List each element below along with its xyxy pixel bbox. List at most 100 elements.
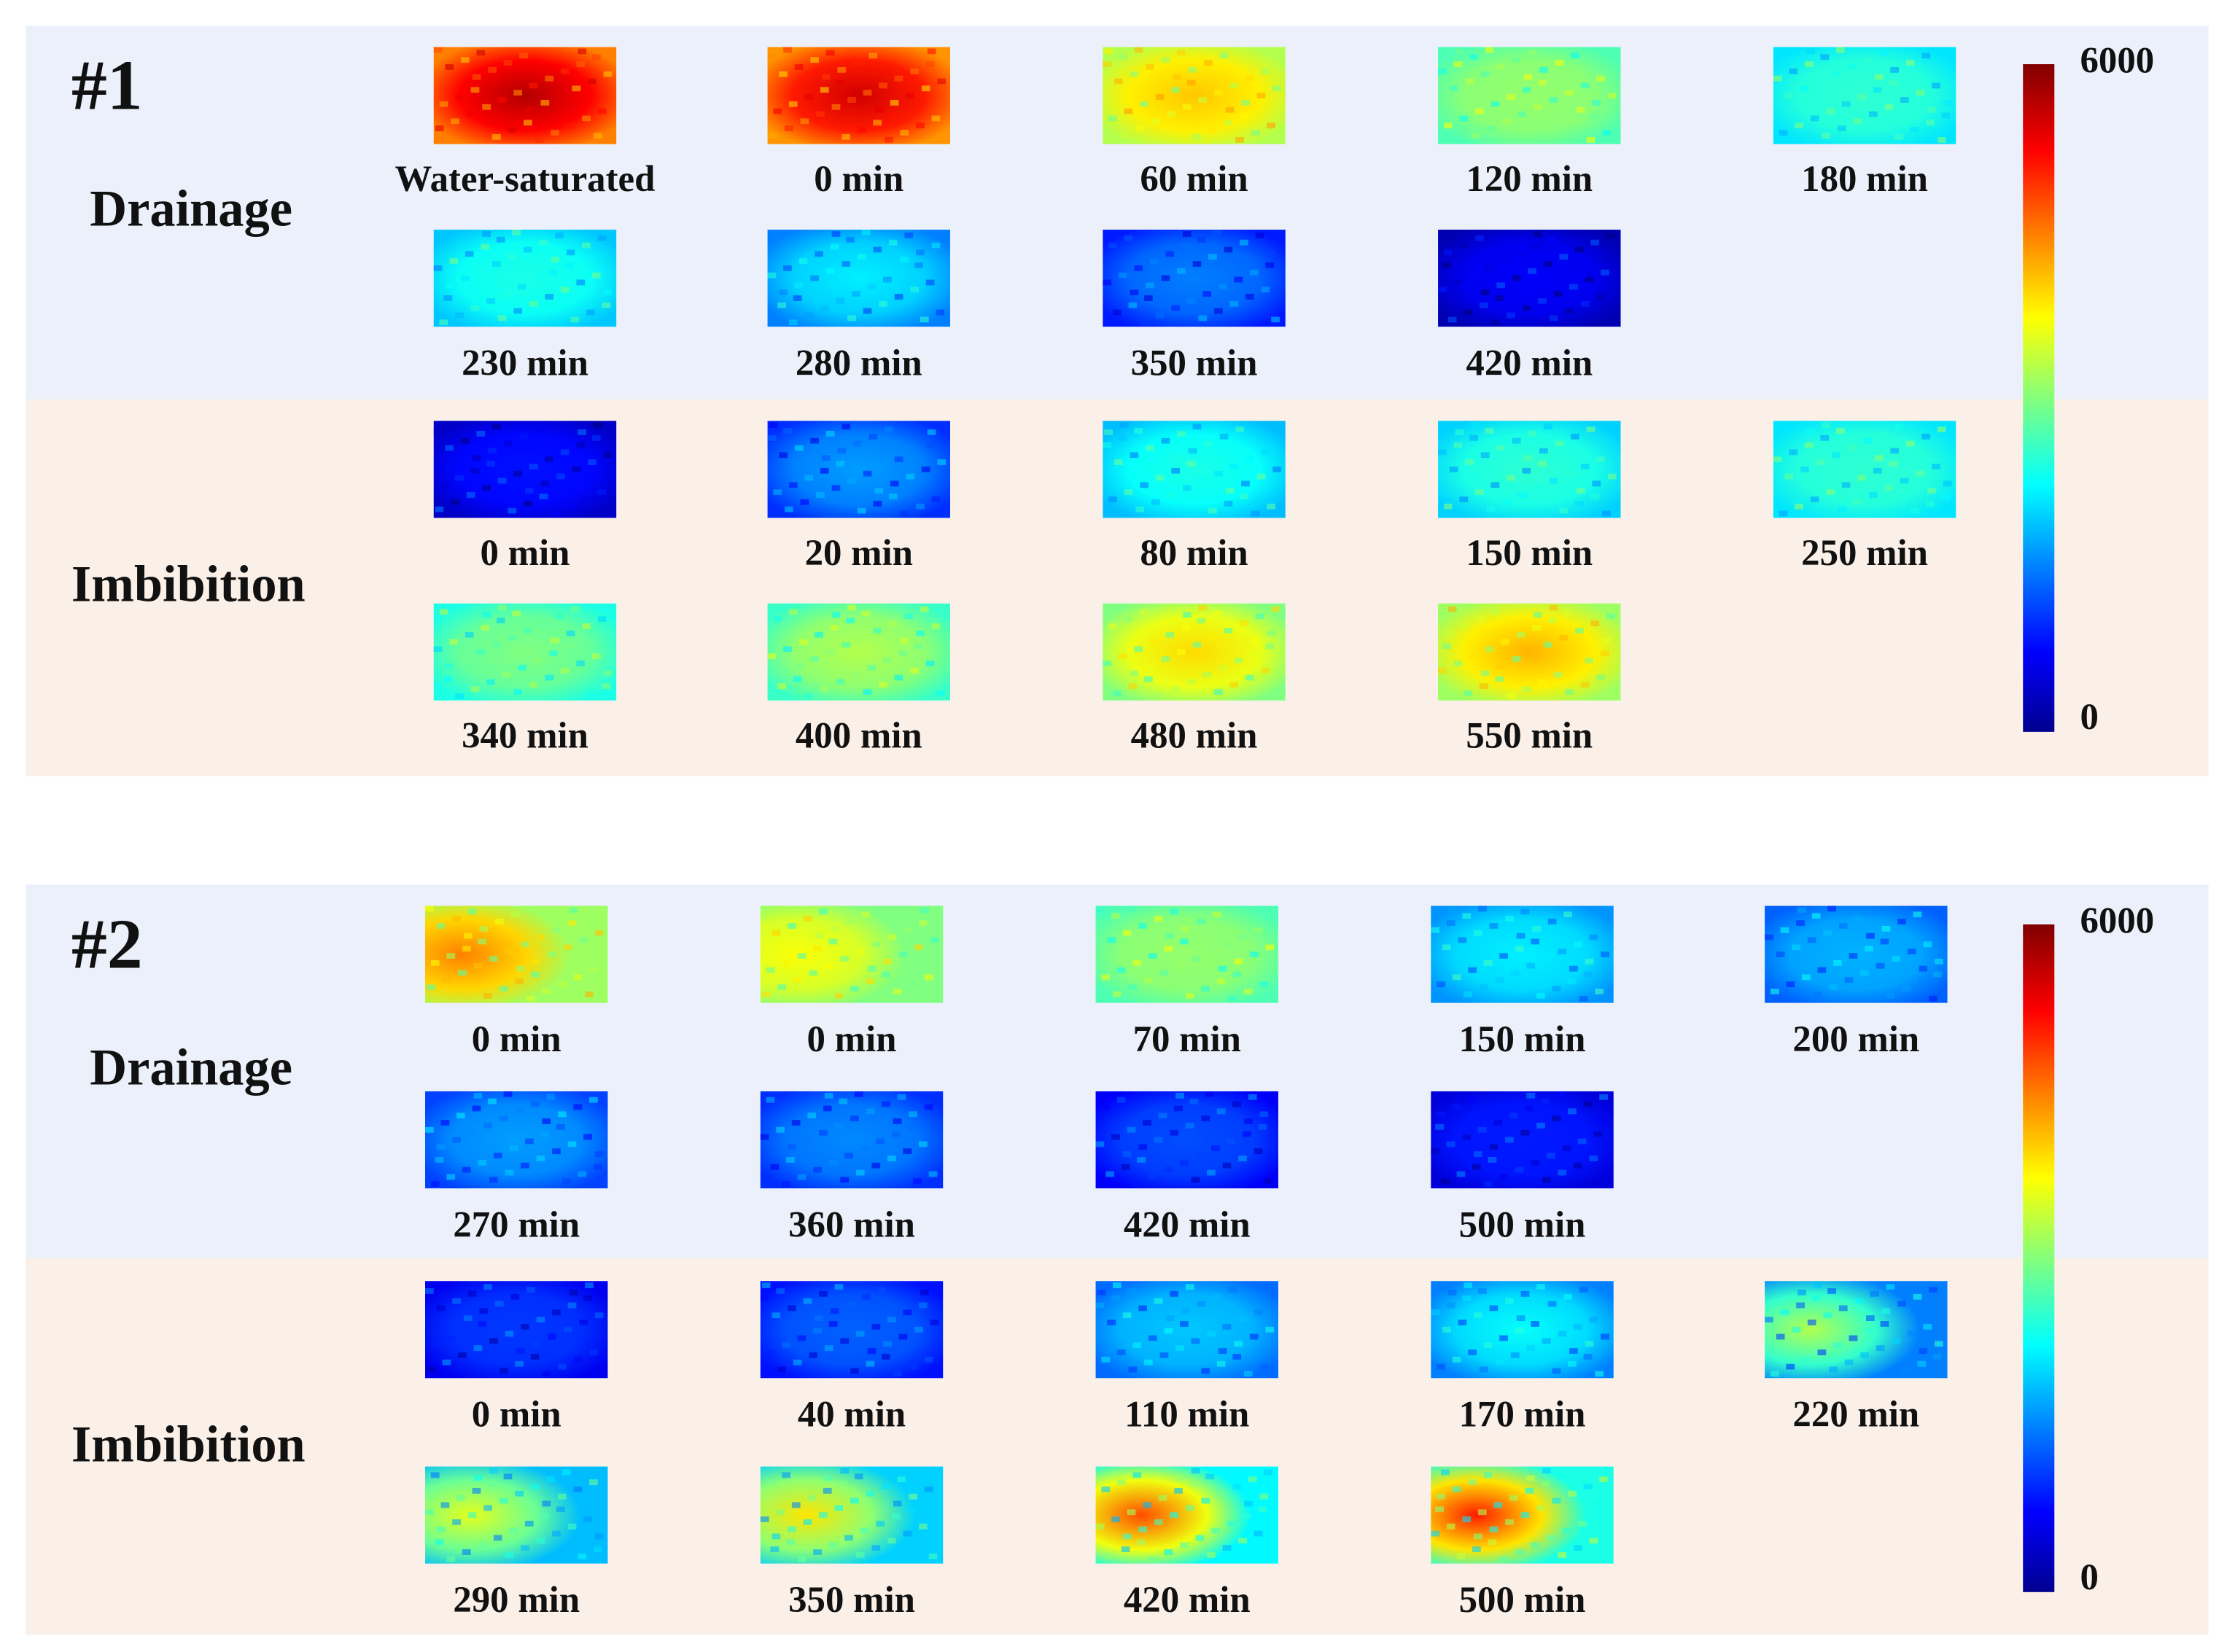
- image-texture: [545, 294, 554, 300]
- image-texture: [810, 275, 819, 281]
- image-texture: [882, 1354, 890, 1360]
- image-texture: [1134, 47, 1143, 53]
- image-texture: [1810, 496, 1819, 502]
- image-texture: [1606, 613, 1615, 620]
- image-texture: [430, 1342, 440, 1349]
- image-texture: [1789, 449, 1798, 456]
- image-texture: [1212, 911, 1221, 918]
- image-texture: [831, 612, 841, 618]
- image-texture: [813, 946, 822, 952]
- image-texture: [439, 609, 448, 615]
- image-caption: 0 min: [481, 533, 570, 574]
- image-texture: [824, 1475, 833, 1481]
- image-texture: [1807, 937, 1816, 943]
- image-texture: [1148, 1174, 1157, 1180]
- image-texture: [828, 938, 838, 945]
- image-texture: [589, 1479, 598, 1486]
- image-texture: [1517, 111, 1527, 117]
- image-texture: [1431, 1309, 1440, 1316]
- image-texture: [1489, 1305, 1499, 1312]
- image-texture: [1499, 1556, 1508, 1562]
- image-texture: [594, 1151, 604, 1157]
- image-texture: [1800, 466, 1809, 472]
- image-texture: [1134, 428, 1143, 434]
- image-texture: [1506, 94, 1515, 100]
- image-texture: [1222, 941, 1232, 948]
- image-texture: [782, 1181, 790, 1188]
- image-texture: [1506, 312, 1515, 319]
- image-texture: [557, 1363, 567, 1370]
- image-texture: [1144, 1359, 1153, 1365]
- image-texture: [460, 656, 470, 662]
- image-texture: [1491, 609, 1500, 615]
- image-texture: [1921, 52, 1931, 59]
- image-texture: [1438, 68, 1447, 74]
- image-texture: [773, 489, 782, 496]
- image-texture: [1225, 106, 1235, 113]
- image-texture: [1886, 1284, 1895, 1290]
- image-texture: [1532, 925, 1541, 932]
- image-texture: [443, 676, 453, 682]
- image-texture: [1181, 925, 1190, 932]
- image-texture: [909, 1493, 917, 1500]
- image-texture: [1165, 251, 1175, 257]
- image-texture: [877, 1287, 886, 1293]
- image-texture: [906, 473, 915, 480]
- image-texture: [850, 1115, 859, 1122]
- image-texture: [1571, 52, 1579, 59]
- image-texture: [1148, 953, 1157, 959]
- image-texture: [1442, 944, 1451, 951]
- image-texture: [502, 671, 511, 678]
- image-texture: [1255, 232, 1264, 238]
- image-texture: [491, 133, 501, 140]
- image-caption: 350 min: [788, 1580, 915, 1621]
- image-texture: [1468, 1349, 1477, 1355]
- image-texture: [914, 944, 923, 951]
- image-texture: [1531, 1542, 1539, 1548]
- image-texture: [503, 440, 513, 447]
- image-texture: [1512, 656, 1521, 662]
- image-texture: [1212, 230, 1221, 235]
- image-texture: [1534, 231, 1542, 237]
- image-texture: [570, 316, 580, 323]
- image-texture: [1577, 1138, 1587, 1145]
- image-texture: [1431, 1148, 1440, 1155]
- image-texture: [1599, 1476, 1608, 1483]
- image-texture: [473, 1345, 483, 1352]
- image-texture: [1854, 1298, 1864, 1304]
- image-texture: [1441, 1469, 1450, 1476]
- image-texture: [1526, 1092, 1536, 1099]
- image-texture: [803, 1298, 812, 1304]
- image-texture: [508, 634, 517, 641]
- image-texture: [1546, 1153, 1555, 1158]
- image-texture: [1171, 467, 1180, 474]
- image-texture: [1164, 1549, 1173, 1555]
- colorbar-max: 6000: [2080, 901, 2154, 942]
- image-texture: [863, 90, 872, 96]
- image-texture: [840, 1338, 850, 1344]
- image-texture: [1857, 475, 1867, 481]
- image-texture: [1506, 693, 1515, 699]
- image-texture: [1229, 300, 1239, 307]
- image-texture: [1488, 1539, 1497, 1546]
- image-texture: [1132, 1342, 1142, 1349]
- image-texture: [1149, 639, 1159, 645]
- image-texture: [1452, 1356, 1461, 1363]
- image-texture: [566, 122, 575, 129]
- image-texture: [1197, 236, 1206, 243]
- image-texture: [466, 492, 475, 498]
- image-texture: [510, 1293, 520, 1300]
- image-texture: [824, 1345, 833, 1352]
- image-texture: [1552, 1497, 1561, 1504]
- image-texture: [871, 1545, 881, 1551]
- image-texture: [546, 1094, 556, 1100]
- image-texture: [1154, 1137, 1163, 1143]
- image-texture: [532, 1341, 541, 1347]
- image-texture: [1437, 981, 1445, 988]
- image-texture: [583, 1516, 592, 1522]
- image-caption: 280 min: [796, 343, 922, 384]
- image-caption: 0 min: [814, 159, 903, 200]
- image-texture: [1122, 1533, 1132, 1540]
- image-texture: [898, 1333, 908, 1340]
- image-texture: [1137, 1156, 1146, 1163]
